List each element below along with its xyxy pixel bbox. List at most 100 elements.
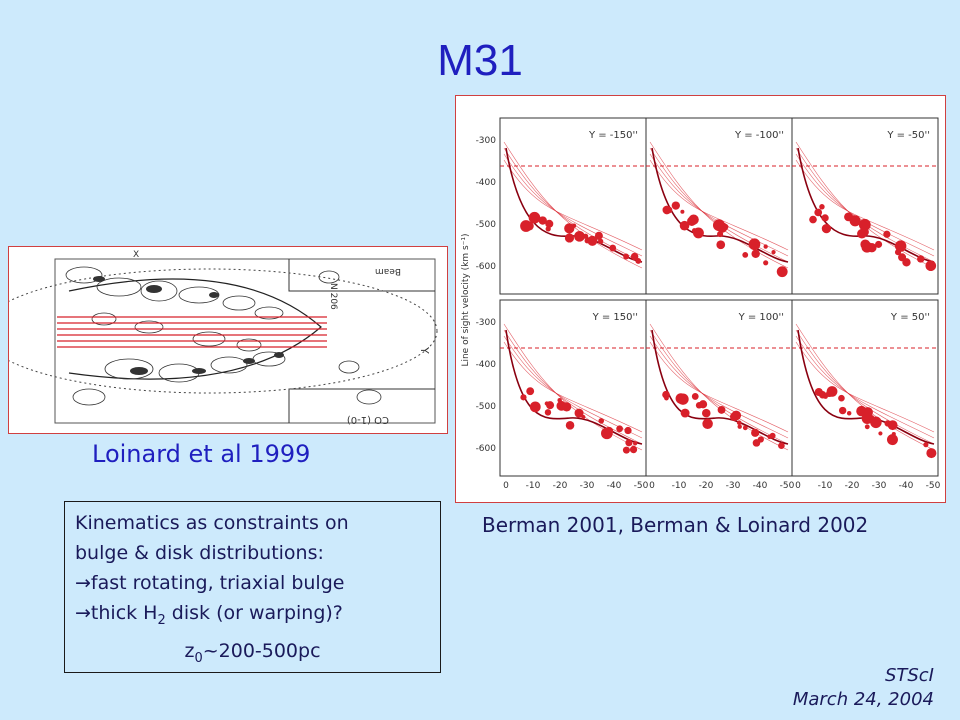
data-point	[729, 412, 739, 421]
model-curve	[649, 341, 789, 433]
data-point	[698, 400, 708, 409]
data-point	[571, 223, 577, 228]
data-point	[742, 425, 748, 431]
svg-text:X: X	[133, 250, 139, 260]
data-point	[898, 253, 907, 262]
y-tick-label: -500	[476, 220, 497, 230]
data-point	[680, 209, 685, 214]
panel-label: Y = 50''	[890, 312, 930, 323]
data-point	[736, 420, 742, 426]
data-point	[528, 211, 541, 224]
x-tick-label: -30	[726, 481, 741, 491]
data-point	[679, 220, 690, 231]
data-point	[883, 230, 891, 238]
data-point	[814, 388, 823, 396]
data-point	[545, 219, 554, 228]
y-tick-label: -400	[476, 178, 497, 188]
data-point	[717, 405, 726, 414]
footer: STScI March 24, 2004	[793, 664, 934, 712]
data-point	[565, 421, 575, 430]
data-point	[664, 395, 669, 401]
x-tick-label: -10	[672, 481, 687, 491]
data-point	[702, 418, 713, 430]
data-point	[823, 394, 828, 399]
data-point	[601, 427, 613, 440]
model-curve	[795, 341, 935, 433]
data-point	[680, 408, 690, 418]
x-tick-label: 0	[503, 481, 509, 491]
panel-label: Y = 150''	[592, 312, 638, 323]
data-point	[860, 239, 871, 250]
data-point	[630, 252, 639, 261]
data-point	[716, 240, 726, 250]
data-point	[609, 244, 617, 252]
y-tick-label: -500	[476, 402, 497, 412]
data-point	[878, 431, 883, 436]
y-tick-label: -400	[476, 360, 497, 370]
x-tick-label: -50	[926, 481, 941, 491]
data-point	[751, 428, 760, 437]
textbox-line-4: →thick H2 disk (or warping)?	[75, 602, 343, 628]
panel-label: Y = -50''	[886, 130, 930, 141]
rotation-curve	[651, 329, 789, 445]
data-point	[923, 442, 929, 448]
left-figure-caption: Loinard et al 1999	[92, 440, 311, 468]
data-point	[520, 394, 527, 401]
data-point	[526, 224, 533, 231]
x-tick-label: 0	[649, 481, 655, 491]
data-point	[538, 216, 547, 225]
svg-text:Beam: Beam	[375, 266, 401, 276]
data-point	[821, 214, 829, 222]
svg-text:N 206: N 206	[328, 283, 338, 310]
x-tick-label: -40	[753, 481, 768, 491]
data-point	[917, 255, 925, 263]
data-point	[769, 432, 776, 439]
footer-org: STScI	[884, 665, 934, 686]
y-tick-label: -600	[476, 444, 497, 454]
data-point	[844, 212, 853, 222]
data-point	[926, 448, 937, 459]
data-point	[763, 244, 768, 249]
data-point	[691, 393, 699, 400]
slide-title: M31	[437, 36, 523, 85]
right-figure-caption: Berman 2001, Berman & Loinard 2002	[482, 513, 869, 537]
arrow-icon: →	[75, 602, 91, 624]
data-point	[875, 240, 883, 248]
x-tick-label: -50	[634, 481, 649, 491]
rotation-curve	[797, 329, 935, 445]
co-contour-map-figure: Beam N 206 CO (1-0) X Y	[8, 246, 448, 434]
x-tick-label: -30	[580, 481, 595, 491]
model-curve	[503, 159, 643, 251]
data-point	[809, 215, 817, 224]
velocity-panels-figure: Line of sight velocity (km s⁻¹) -300 -400-…	[455, 95, 946, 503]
rotation-curve	[505, 329, 643, 445]
x-tick-label: -20	[845, 481, 860, 491]
data-point	[629, 445, 638, 454]
data-point	[527, 389, 533, 395]
textbox-line-3: →fast rotating, triaxial bulge	[75, 572, 345, 594]
data-point	[821, 223, 832, 234]
velocity-panel	[499, 117, 647, 295]
textbox-line-1: Kinematics as constraints on	[75, 512, 349, 534]
y-axis-label: Line of sight velocity (km s⁻¹)	[461, 233, 471, 366]
svg-text:Y: Y	[418, 346, 431, 354]
data-point	[776, 266, 788, 278]
data-point	[778, 442, 785, 450]
rotation-curve	[651, 147, 789, 263]
panel-label: Y = -150''	[588, 130, 638, 141]
data-point	[677, 393, 689, 405]
x-tick-label: -40	[899, 481, 914, 491]
textbox-line-2: bulge & disk distributions:	[75, 542, 324, 564]
kinematics-textbox: Kinematics as constraints on bulge & dis…	[64, 501, 441, 673]
velocity-panel	[499, 299, 647, 477]
data-point	[868, 414, 875, 421]
footer-date: March 24, 2004	[792, 689, 934, 710]
x-tick-label: -20	[553, 481, 568, 491]
data-point	[587, 235, 598, 246]
data-point	[721, 223, 729, 231]
data-point	[819, 204, 825, 210]
y-tick-label: -300	[476, 318, 497, 328]
data-point	[624, 426, 632, 435]
data-point	[574, 408, 584, 418]
data-point	[671, 201, 680, 210]
